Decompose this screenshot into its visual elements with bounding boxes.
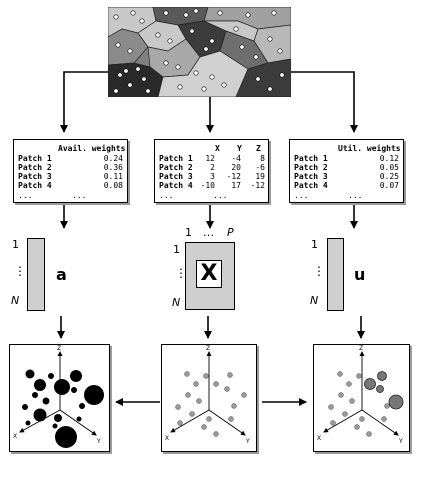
row-label: Patch 1 xyxy=(294,154,328,163)
table-row: Patch 4 -10 17 -12 xyxy=(159,181,266,190)
cell-z: 19 xyxy=(255,172,265,181)
utility-weights-table: Util. weights Patch 1 0.12 Patch 2 0.05 … xyxy=(289,139,404,203)
cell-x: 12 xyxy=(205,154,215,163)
row-label: Patch 1 xyxy=(18,154,52,163)
row-value: 0.25 xyxy=(379,172,399,181)
row-value: 0.05 xyxy=(379,163,399,172)
table-row: Patch 2 0.36 xyxy=(18,163,123,172)
table-row: Patch 3 3 -12 19 xyxy=(159,172,266,181)
column-header-z: Z xyxy=(256,144,261,153)
row-label: Patch 4 xyxy=(159,181,193,190)
axis-x-label: X xyxy=(13,433,17,440)
cell-x: 2 xyxy=(210,163,215,172)
cell-y: -4 xyxy=(231,154,241,163)
vector-a-top-index: 1 xyxy=(12,238,19,251)
cell-y: 17 xyxy=(231,181,241,190)
row-label: Patch 4 xyxy=(294,181,328,190)
cell-x: 3 xyxy=(210,172,215,181)
ellipsis: ... xyxy=(18,191,33,200)
table-row: Patch 4 0.08 xyxy=(18,181,123,190)
vector-a-bottom-index: N xyxy=(11,294,20,307)
cell-z: -6 xyxy=(255,163,265,172)
cell-z: 8 xyxy=(260,154,265,163)
axis-y-label: Y xyxy=(398,438,403,445)
row-label: Patch 3 xyxy=(159,172,193,181)
matrix-x-row-start: 1 xyxy=(173,243,180,256)
axis-x-label: X xyxy=(165,435,169,442)
row-label: Patch 3 xyxy=(294,172,328,181)
cell-z: -12 xyxy=(250,181,265,190)
table-row: Patch 2 0.05 xyxy=(294,163,399,172)
table-title: Avail. weights xyxy=(58,144,126,153)
table-row: Patch 3 0.11 xyxy=(18,172,123,181)
table-row: Patch 1 0.12 xyxy=(294,154,399,163)
vector-u xyxy=(327,238,344,311)
availability-weights-table: Avail. weights Patch 1 0.24 Patch 2 0.36… xyxy=(13,139,128,203)
table-row: Patch 3 0.25 xyxy=(294,172,399,181)
axis-z-label: Z xyxy=(359,345,363,352)
landscape-map xyxy=(108,7,291,97)
matrix-x-col-dots: … xyxy=(203,226,214,239)
patch-coordinates-table: X Y Z Patch 1 12 -4 8 Patch 2 2 20 -6 Pa… xyxy=(154,139,269,203)
ellipsis: ... xyxy=(72,191,87,200)
row-label: Patch 1 xyxy=(159,154,193,163)
row-value: 0.11 xyxy=(103,172,123,181)
row-label: Patch 3 xyxy=(18,172,52,181)
table-title: Util. weights xyxy=(338,144,401,153)
table-row: Patch 1 0.24 xyxy=(18,154,123,163)
axis-z-label: Z xyxy=(57,345,61,352)
ellipsis: ... xyxy=(348,191,363,200)
row-value: 0.12 xyxy=(379,154,399,163)
row-value: 0.36 xyxy=(103,163,123,172)
ellipsis: ... xyxy=(213,191,228,200)
cell-y: -12 xyxy=(226,172,241,181)
vector-a-dots: ⋮ xyxy=(14,264,26,278)
table-row: Patch 4 0.07 xyxy=(294,181,399,190)
vector-u-dots: ⋮ xyxy=(313,264,325,278)
vector-a-label: a xyxy=(56,265,67,284)
vector-u-label: u xyxy=(354,265,366,284)
axis-z-label: Z xyxy=(206,345,210,352)
row-value: 0.07 xyxy=(379,181,399,190)
cell-x: -10 xyxy=(200,181,215,190)
axis-x-label: X xyxy=(317,435,321,442)
cell-y: 20 xyxy=(231,163,241,172)
matrix-x-col-end: P xyxy=(227,226,234,239)
column-header-y: Y xyxy=(237,144,242,153)
table-row: Patch 1 12 -4 8 xyxy=(159,154,266,163)
vector-u-bottom-index: N xyxy=(310,294,319,307)
row-value: 0.08 xyxy=(103,181,123,190)
coordinates-plot: Z X Y xyxy=(165,345,250,445)
ellipsis: ... xyxy=(294,191,309,200)
row-label: Patch 2 xyxy=(159,163,193,172)
utility-plot: Z X Y xyxy=(317,345,404,445)
vector-a xyxy=(27,238,45,311)
row-label: Patch 2 xyxy=(294,163,328,172)
table-row: Patch 2 2 20 -6 xyxy=(159,163,266,172)
row-label: Patch 2 xyxy=(18,163,52,172)
matrix-x-col-start: 1 xyxy=(185,226,192,239)
column-header-x: X xyxy=(215,144,220,153)
row-value: 0.24 xyxy=(103,154,123,163)
availability-plot: Z X Y xyxy=(13,345,104,448)
matrix-x-row-end: N xyxy=(172,296,181,309)
ellipsis: ... xyxy=(159,191,174,200)
axis-y-label: Y xyxy=(96,438,101,445)
row-label: Patch 4 xyxy=(18,181,52,190)
vector-u-top-index: 1 xyxy=(311,238,318,251)
matrix-x-label: X xyxy=(196,260,222,288)
matrix-x-row-dots: ⋮ xyxy=(175,266,187,280)
axis-y-label: Y xyxy=(245,438,250,445)
